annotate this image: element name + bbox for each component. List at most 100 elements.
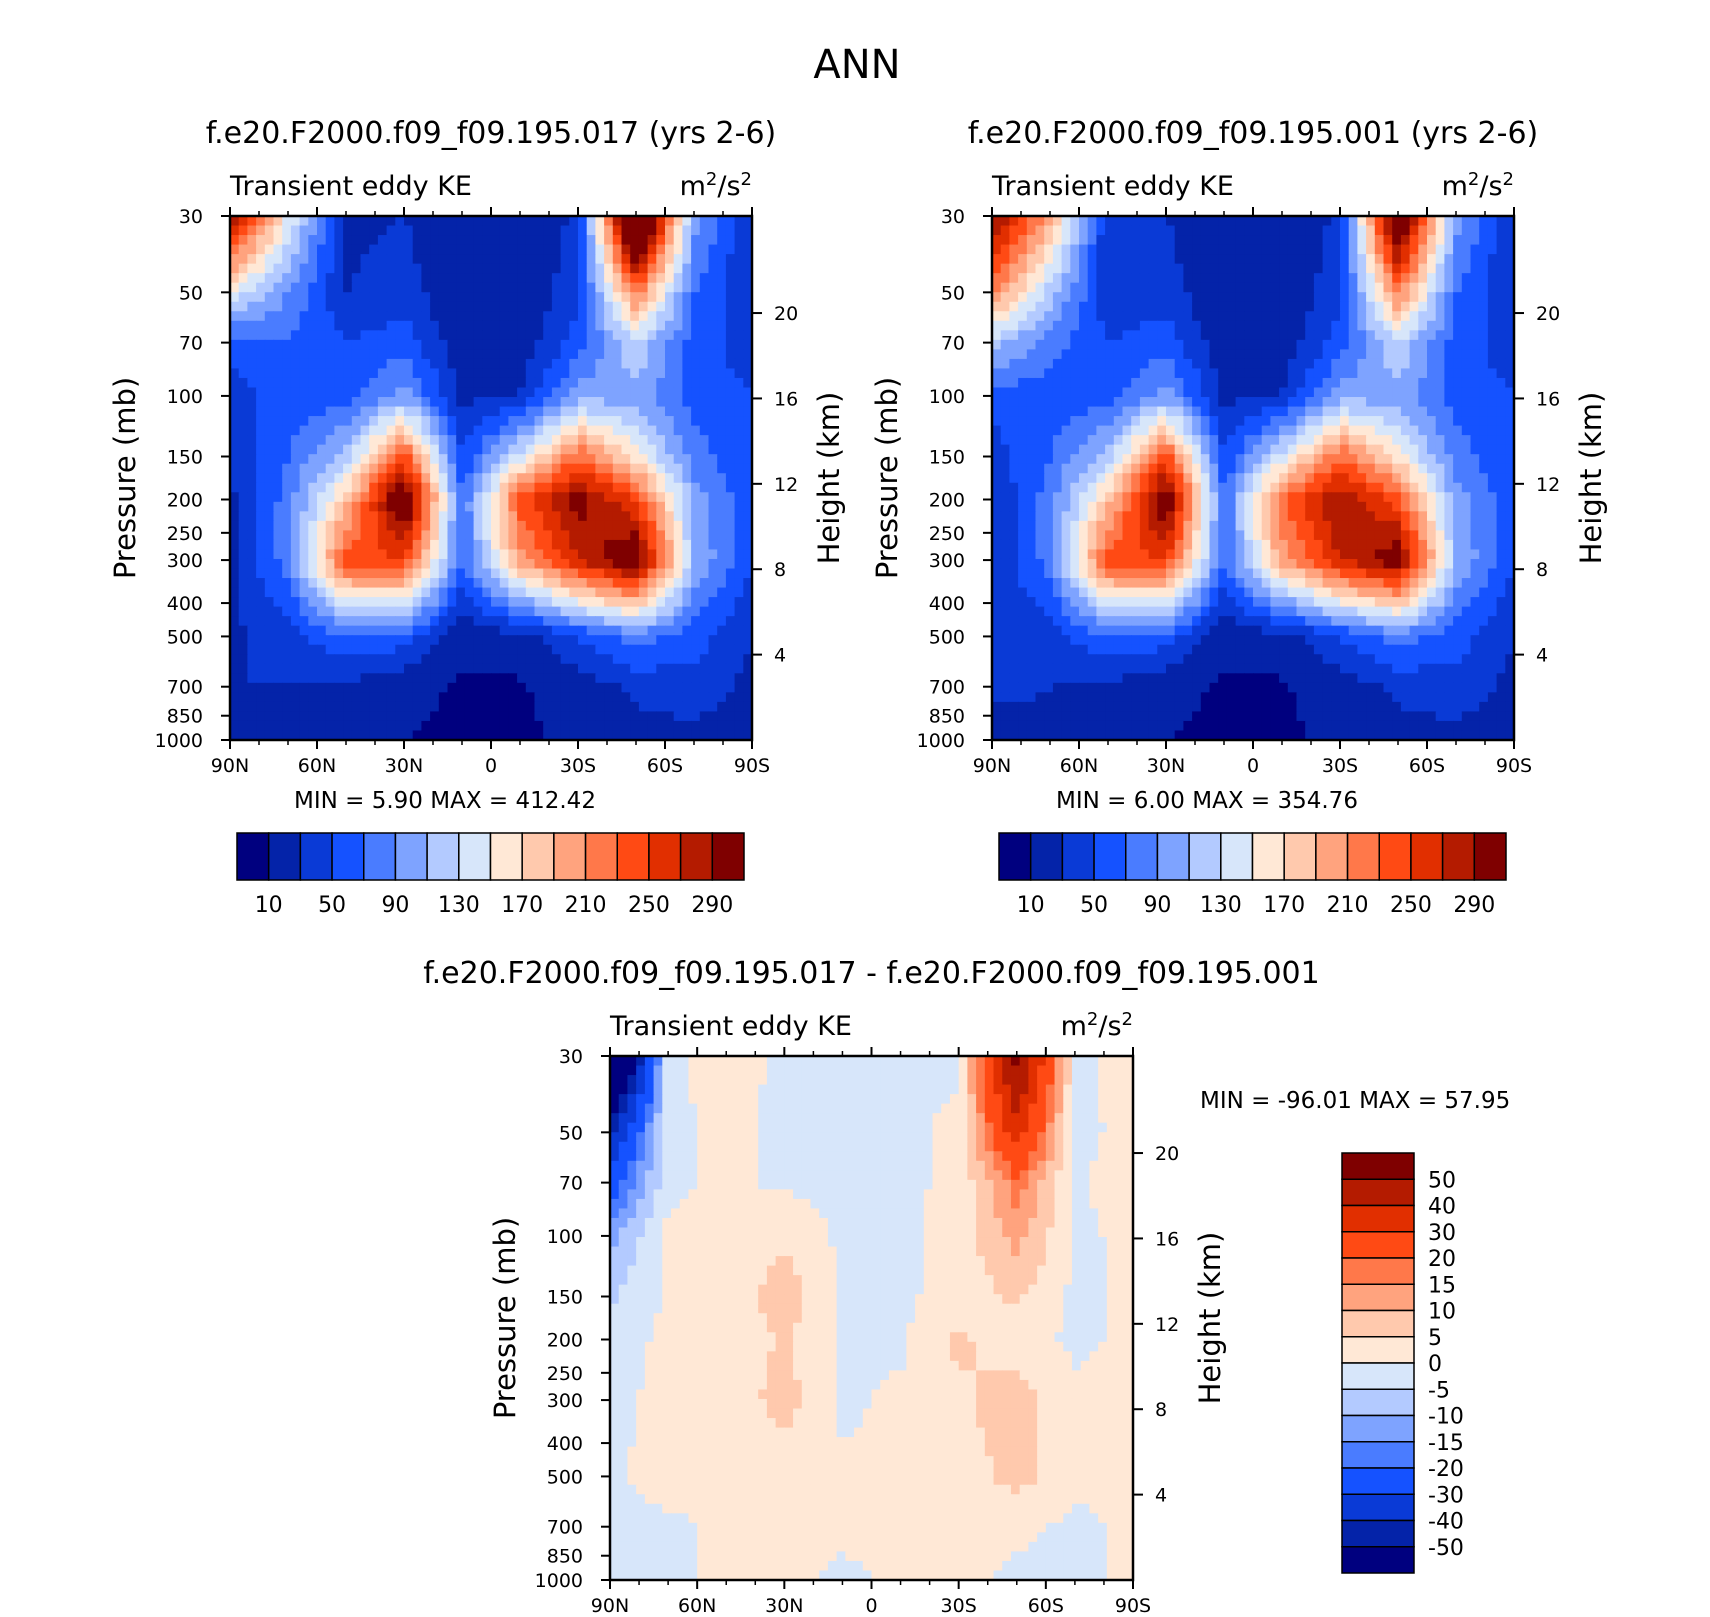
contour-cell: [1105, 339, 1115, 350]
contour-cell: [369, 578, 379, 589]
contour-cell: [595, 339, 605, 350]
contour-cell: [325, 416, 335, 427]
contour-cell: [586, 597, 596, 608]
contour-cell: [656, 358, 666, 370]
contour-cell: [421, 578, 431, 589]
contour-cell: [691, 473, 701, 484]
contour-cell: [299, 225, 309, 236]
contour-cell: [682, 549, 692, 560]
contour-cell: [1183, 263, 1193, 274]
contour-cell: [1079, 311, 1089, 322]
contour-cell: [1487, 454, 1498, 465]
contour-cell: [395, 654, 405, 665]
contour-cell: [1166, 397, 1176, 408]
contour-cell: [491, 330, 501, 341]
contour-cell: [1270, 292, 1280, 303]
contour-cell: [699, 625, 710, 636]
contour-cell: [656, 692, 666, 703]
contour-cell: [1079, 435, 1089, 446]
contour-cell: [551, 606, 562, 617]
contour-cell: [604, 301, 614, 312]
contour-cell: [665, 501, 675, 512]
contour-cell: [499, 273, 509, 284]
contour-cell: [551, 501, 562, 512]
contour-cell: [595, 216, 605, 227]
contour-cell: [447, 501, 457, 512]
contour-cell: [412, 654, 422, 665]
contour-cell: [595, 644, 605, 655]
contour-cell: [1409, 282, 1419, 293]
contour-cell: [499, 711, 509, 722]
contour-cell: [421, 254, 431, 265]
contour-cell: [1096, 416, 1106, 427]
contour-cell: [464, 673, 475, 684]
contour-cell: [499, 454, 509, 465]
contour-cell: [630, 282, 640, 293]
contour-cell: [482, 692, 492, 703]
contour-cell: [1070, 235, 1080, 246]
contour-cell: [247, 692, 257, 703]
contour-cell: [412, 587, 422, 598]
contour-cell: [1366, 273, 1376, 284]
contour-cell: [1209, 254, 1219, 265]
contour-cell: [1305, 349, 1315, 360]
contour-cell: [256, 711, 266, 722]
contour-cell: [638, 701, 649, 713]
contour-cell: [421, 225, 431, 236]
contour-cell: [256, 720, 266, 732]
contour-cell: [1061, 406, 1071, 417]
contour-cell: [699, 235, 710, 246]
contour-cell: [734, 377, 744, 389]
contour-cell: [656, 520, 666, 531]
contour-cell: [665, 330, 675, 341]
contour-cell: [1157, 320, 1167, 331]
contour-cell: [525, 511, 536, 522]
contour-cell: [1444, 320, 1454, 331]
contour-cell: [1218, 292, 1228, 303]
contour-cell: [621, 701, 631, 713]
contour-cell: [395, 539, 405, 551]
contour-cell: [1496, 444, 1506, 455]
contour-cell: [1052, 444, 1063, 455]
contour-cell: [499, 730, 509, 741]
contour-cell: [473, 692, 483, 703]
contour-cell: [508, 368, 518, 379]
contour-cell: [656, 673, 666, 684]
contour-cell: [230, 311, 240, 322]
contour-cell: [1079, 254, 1089, 265]
contour-cell: [1427, 387, 1437, 398]
contour-cell: [1113, 216, 1124, 227]
contour-cell: [238, 216, 248, 227]
contour-cell: [1331, 416, 1341, 427]
contour-cell: [1340, 311, 1350, 322]
contour-cell: [1348, 273, 1358, 284]
contour-cell: [1270, 263, 1280, 274]
contour-cell: [273, 225, 283, 236]
contour-cell: [473, 654, 483, 665]
contour-cell: [1496, 282, 1506, 293]
contour-cell: [665, 225, 675, 236]
contour-cell: [517, 444, 527, 455]
contour-cell: [508, 330, 518, 341]
contour-cell: [595, 263, 605, 274]
contour-cell: [299, 549, 309, 560]
contour-cell: [1218, 416, 1228, 427]
contour-cell: [464, 635, 475, 646]
contour-cell: [456, 225, 466, 236]
contour-cell: [282, 568, 292, 579]
contour-cell: [1148, 454, 1158, 465]
contour-cell: [508, 216, 518, 227]
contour-cell: [256, 282, 266, 293]
contour-cell: [1026, 425, 1037, 436]
contour-cell: [1122, 444, 1132, 455]
contour-cell: [351, 225, 362, 236]
contour-cell: [1427, 273, 1437, 284]
contour-cell: [717, 644, 727, 655]
contour-cell: [725, 444, 736, 455]
contour-cell: [725, 606, 736, 617]
contour-cell: [551, 520, 562, 531]
contour-cell: [673, 301, 683, 312]
contour-cell: [604, 397, 614, 408]
contour-cell: [290, 482, 301, 493]
contour-cell: [1253, 377, 1263, 389]
